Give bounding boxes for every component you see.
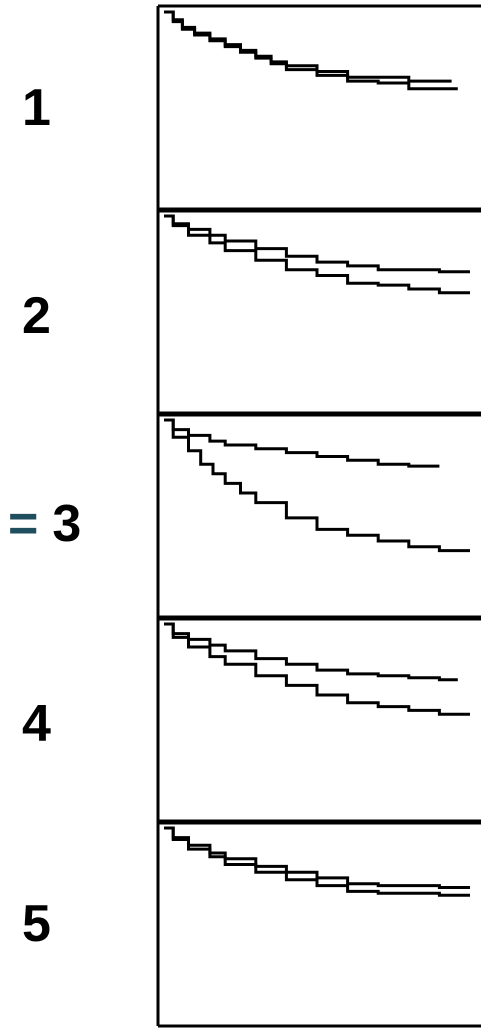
panel-4-series-1-line xyxy=(164,622,458,682)
panel-5-curves xyxy=(164,826,470,897)
chart-frame xyxy=(156,4,481,1028)
panel-3-series-2-line xyxy=(164,418,470,553)
panel-number: 4 xyxy=(22,695,51,753)
panel-label-5: 5 xyxy=(8,898,148,950)
panel-3-curves xyxy=(164,418,470,553)
panel-4-curves xyxy=(164,622,470,716)
panel-1-curves xyxy=(164,10,458,91)
panel-2-curves xyxy=(164,214,470,295)
curve-layer xyxy=(164,10,470,897)
panel-prefix: = xyxy=(8,495,39,553)
panel-number: 1 xyxy=(22,79,51,137)
panel-4-series-2-line xyxy=(164,622,470,716)
panel-2-series-2-line xyxy=(164,214,470,295)
panel-number: 5 xyxy=(22,895,51,953)
panel-3-series-1-line xyxy=(164,418,440,468)
panel-1-series-2-line xyxy=(164,10,458,91)
panel-number: 3 xyxy=(52,495,82,553)
panel-number: 2 xyxy=(22,287,51,345)
panel-label-2: 2 xyxy=(8,290,148,342)
panel-label-1: 1 xyxy=(8,82,148,134)
panel-label-4: 4 xyxy=(8,698,148,750)
panel-label-3: = 3 xyxy=(8,498,148,550)
panel-5-series-2-line xyxy=(164,826,470,897)
